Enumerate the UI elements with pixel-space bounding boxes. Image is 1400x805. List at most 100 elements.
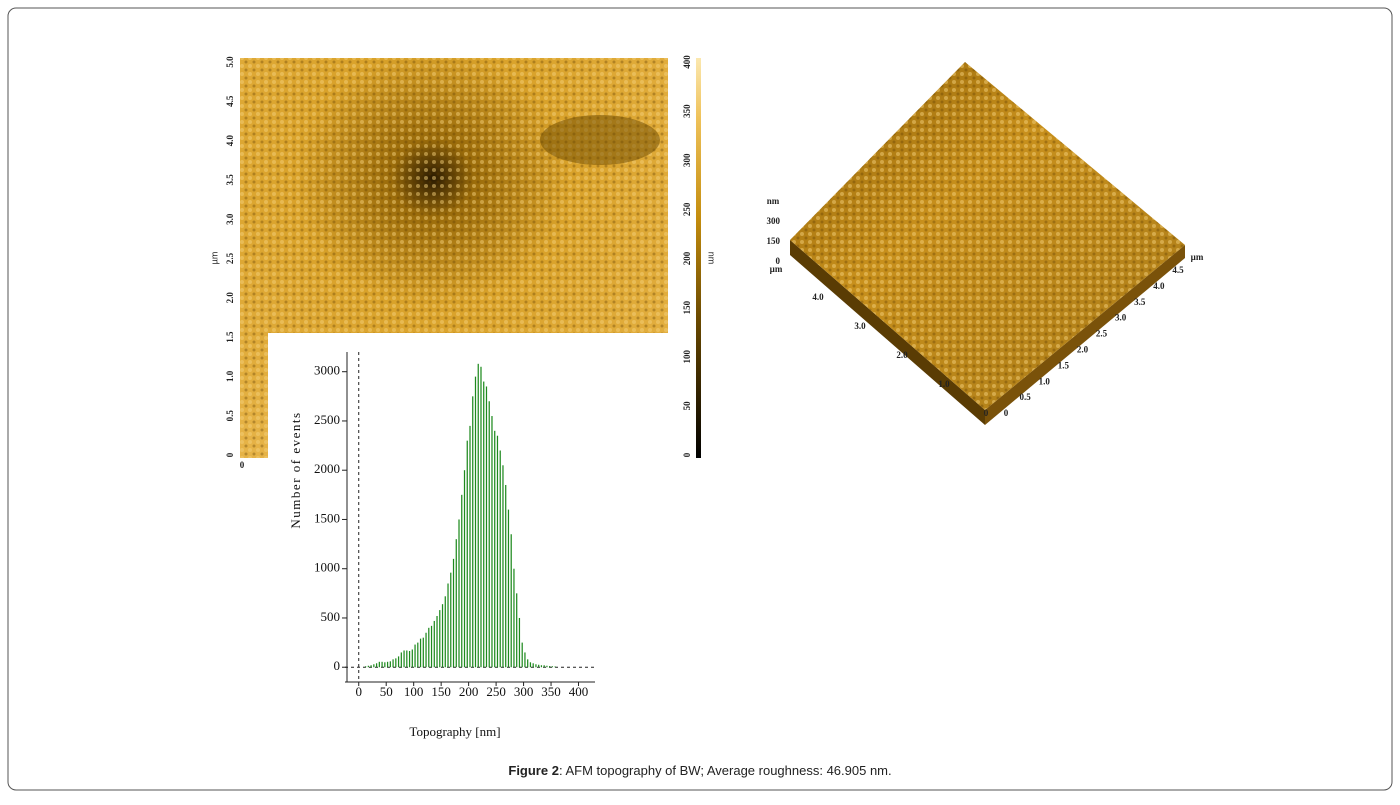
bar (522, 643, 523, 668)
afm-y-tick: 0.5 (225, 410, 235, 422)
y-tick-label: 1500 (314, 510, 340, 525)
right-axis-tick: 3.0 (1115, 313, 1127, 323)
bar (491, 416, 492, 667)
right-axis-tick: 3.5 (1134, 297, 1146, 307)
bar (513, 569, 514, 668)
bar (475, 377, 476, 668)
colorbar-tick: 200 (682, 251, 692, 265)
right-axis-tick: 1.5 (1058, 360, 1070, 370)
bar (445, 596, 446, 667)
bar (401, 652, 402, 667)
right-axis-tick: 2.0 (1077, 345, 1089, 355)
bar (365, 666, 366, 667)
bar (387, 662, 388, 667)
y-tick-label: 0 (334, 658, 341, 673)
afm-y-label: µm (209, 252, 219, 265)
bar (417, 643, 418, 668)
right-axis-tick: 0.5 (1019, 392, 1031, 402)
bar (555, 666, 556, 667)
bar (381, 662, 382, 667)
caption-text: : AFM topography of BW; Average roughnes… (559, 763, 892, 778)
x-tick-label: 150 (431, 684, 451, 699)
afm-y-tick: 4.5 (225, 95, 235, 107)
bar (502, 465, 503, 667)
z-tick: 300 (767, 216, 781, 226)
y-tick-label: 3000 (314, 363, 340, 378)
x-tick-label: 250 (486, 684, 506, 699)
bar (370, 665, 371, 667)
afm-y-tick: 3.5 (225, 174, 235, 186)
histogram-inset (268, 333, 668, 460)
bar (431, 626, 432, 667)
page: µm 0 nm nm µm µm Topography [nm] Number … (0, 0, 1400, 800)
bar (376, 663, 377, 667)
afm-y-tick: 3.0 (225, 213, 235, 225)
afm-y-tick: 5.0 (225, 56, 235, 68)
colorbar-tick: 400 (682, 55, 692, 69)
bar (546, 666, 547, 667)
bar (403, 650, 404, 667)
colorbar-tick: 0 (682, 452, 692, 457)
bar (434, 621, 435, 667)
bar (527, 659, 528, 667)
right-axis-label: µm (1191, 252, 1204, 262)
y-tick-label: 2500 (314, 412, 340, 427)
bar (461, 495, 462, 667)
bar (373, 664, 374, 667)
bar (480, 367, 481, 667)
bar (384, 662, 385, 667)
bar (467, 441, 468, 668)
bar (489, 401, 490, 667)
left-axis-tick: 1.0 (938, 379, 950, 389)
right-axis-tick: 0 (1004, 408, 1009, 418)
x-tick-label: 50 (380, 684, 393, 699)
y-tick-label: 2000 (314, 461, 340, 476)
bar (494, 431, 495, 667)
bar (412, 649, 413, 667)
x-tick-label: 0 (355, 684, 362, 699)
colorbar-tick: 100 (682, 350, 692, 364)
bar (406, 650, 407, 667)
bar (450, 573, 451, 668)
bar (425, 633, 426, 667)
colorbar-tick: 300 (682, 153, 692, 167)
afm-y-tick: 2.5 (225, 252, 235, 264)
colorbar-tick: 50 (682, 401, 692, 411)
x-tick-label: 350 (541, 684, 561, 699)
y-axis-title: Number of events (288, 411, 303, 528)
bar (392, 659, 393, 667)
bar (395, 658, 396, 667)
bar (464, 470, 465, 667)
right-axis-tick: 1.0 (1039, 376, 1051, 386)
y-tick-label: 1000 (314, 560, 340, 575)
afm-x-tick: 0 (240, 460, 245, 470)
y-tick-label: 500 (321, 609, 341, 624)
bar (511, 534, 512, 667)
bar (486, 386, 487, 667)
bar (497, 436, 498, 667)
bar (447, 583, 448, 667)
bar (483, 382, 484, 668)
bar (500, 451, 501, 668)
figure: µm 0 nm nm µm µm Topography [nm] Number … (0, 0, 1400, 800)
right-axis-tick: 4.0 (1153, 281, 1165, 291)
x-axis-title: Topography [nm] (409, 724, 500, 739)
bar (379, 662, 380, 667)
left-axis-tick: 2.0 (896, 350, 908, 360)
afm-y-tick: 4.0 (225, 134, 235, 146)
bar (524, 652, 525, 667)
bar (516, 593, 517, 667)
caption: Figure 2: AFM topography of BW; Average … (508, 763, 891, 778)
bar (453, 559, 454, 667)
right-axis-tick: 2.5 (1096, 329, 1108, 339)
bar (436, 616, 437, 667)
afm-y-tick: 1.5 (225, 331, 235, 343)
colorbar (696, 58, 701, 458)
bar (541, 665, 542, 667)
z-tick: 150 (767, 236, 781, 246)
x-tick-label: 200 (459, 684, 479, 699)
bar (428, 628, 429, 667)
bar (519, 618, 520, 667)
bar (478, 364, 479, 667)
bar (538, 665, 539, 667)
